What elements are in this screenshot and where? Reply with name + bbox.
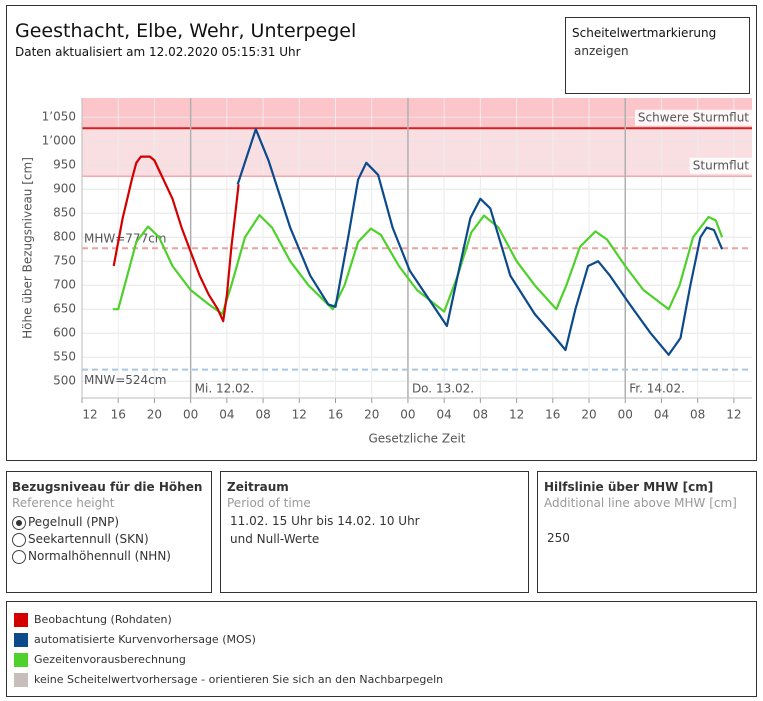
legend-swatch: [14, 653, 28, 667]
radio-label: Normalhöhennull (NHN): [28, 549, 171, 563]
panel-subtitle: Additional line above MHW [cm]: [544, 496, 737, 510]
y-tick-label: 550: [53, 350, 76, 364]
day-label: Mi. 12.02.: [195, 382, 254, 396]
x-tick-label: 12: [509, 408, 524, 422]
peak-marker-option[interactable]: anzeigen: [574, 44, 629, 58]
radio-option[interactable]: Pegelnull (PNP): [12, 514, 171, 531]
series-line: [112, 155, 240, 323]
day-label: Fr. 14.02.: [629, 382, 685, 396]
legend-item: keine Scheitelwertvorhersage - orientier…: [14, 670, 443, 690]
x-tick-label: 20: [581, 408, 596, 422]
radio-label: Pegelnull (PNP): [28, 515, 120, 529]
helpline-value[interactable]: 250: [547, 531, 570, 545]
legend-label: automatisierte Kurvenvorhersage (MOS): [34, 633, 256, 646]
radio-label: Seekartennull (SKN): [28, 532, 149, 546]
x-tick-label: 16: [545, 408, 560, 422]
radio-option[interactable]: Seekartennull (SKN): [12, 531, 171, 548]
x-tick-label: 00: [618, 408, 633, 422]
period-panel: Zeitraum Period of time 11.02. 15 Uhr bi…: [220, 471, 529, 593]
legend-swatch: [14, 613, 28, 627]
x-tick-label: 20: [364, 408, 379, 422]
legend-swatch: [14, 673, 28, 687]
y-tick-label: 850: [53, 206, 76, 220]
band: [82, 128, 752, 177]
radio-option[interactable]: Normalhöhennull (NHN): [12, 548, 171, 565]
x-tick-label: 08: [690, 408, 705, 422]
reference-label: MNW=524cm: [84, 373, 166, 387]
panel-subtitle: Reference height: [12, 496, 115, 510]
band-label: Schwere Sturmflut: [638, 111, 749, 125]
legend-item: automatisierte Kurvenvorhersage (MOS): [14, 630, 443, 650]
band-label-bg: [689, 157, 753, 174]
panel-title: Zeitraum: [227, 480, 289, 494]
x-tick-label: 00: [183, 408, 198, 422]
legend-swatch: [14, 633, 28, 647]
radio[interactable]: [12, 532, 26, 547]
x-tick-label: 12: [292, 408, 307, 422]
legend-item: Beobachtung (Rohdaten): [14, 610, 443, 630]
y-tick-label: 800: [53, 230, 76, 244]
y-tick-label: 650: [53, 302, 76, 316]
x-tick-label: 12: [82, 408, 97, 422]
legend-label: keine Scheitelwertvorhersage - orientier…: [34, 673, 444, 686]
x-tick-label: 12: [726, 408, 741, 422]
x-tick-label: 16: [328, 408, 343, 422]
x-tick-label: 00: [400, 408, 415, 422]
x-tick-label: 08: [473, 408, 488, 422]
y-axis-title: Höhe über Bezugsniveau [cm]: [21, 157, 35, 339]
series-line: [236, 128, 724, 356]
y-tick-label: 950: [53, 158, 76, 172]
y-tick-label: 750: [53, 254, 76, 268]
peak-marker-box[interactable]: Scheitelwertmarkierung anzeigen: [565, 17, 750, 94]
period-line: und Null-Werte: [230, 532, 320, 546]
x-tick-label: 04: [654, 408, 669, 422]
x-tick-label: 04: [219, 408, 234, 422]
series-line: [112, 214, 724, 316]
legend: Beobachtung (Rohdaten) automatisierte Kur…: [6, 601, 757, 697]
title: Geesthacht, Elbe, Wehr, Unterpegel: [15, 20, 357, 42]
band-label: Sturmflut: [693, 159, 750, 173]
subtitle: Daten aktualisiert am 12.02.2020 05:15:3…: [15, 45, 301, 59]
helpline-panel: Hilfslinie über MHW [cm] Additional line…: [537, 471, 757, 593]
peak-marker-title: Scheitelwertmarkierung: [572, 26, 717, 40]
x-tick-label: 20: [147, 408, 162, 422]
radio[interactable]: [12, 515, 26, 530]
panel-title: Bezugsniveau für die Höhen: [12, 480, 203, 494]
period-line: 11.02. 15 Uhr bis 14.02. 10 Uhr: [230, 514, 420, 528]
x-tick-label: 16: [111, 408, 126, 422]
y-tick-label: 700: [53, 278, 76, 292]
legend-label: Gezeitenvorausberechnung: [34, 653, 186, 666]
legend-label: Beobachtung (Rohdaten): [34, 613, 172, 626]
x-tick-label: 04: [437, 408, 452, 422]
panel-title: Hilfslinie über MHW [cm]: [544, 480, 714, 494]
x-axis-title: Gesetzliche Zeit: [368, 432, 465, 446]
y-tick-label: 1’050: [42, 110, 76, 124]
panel-subtitle: Period of time: [227, 496, 311, 510]
chart: 500 550 600 650 700 750 800 850 900 950 1’000 1’050…: [21, 98, 753, 446]
radio[interactable]: [12, 549, 26, 564]
reference-panel: Bezugsniveau für die Höhen Reference hei…: [6, 471, 212, 593]
legend-item: Gezeitenvorausberechnung: [14, 650, 443, 670]
y-tick-label: 900: [53, 182, 76, 196]
reference-label: MHW=777cm: [84, 232, 167, 246]
band-label-bg: [634, 109, 753, 126]
y-tick-label: 1’000: [42, 134, 76, 148]
x-tick-label: 08: [255, 408, 270, 422]
y-tick-label: 500: [53, 374, 76, 388]
y-tick-label: 600: [53, 326, 76, 340]
day-label: Do. 13.02.: [412, 382, 474, 396]
